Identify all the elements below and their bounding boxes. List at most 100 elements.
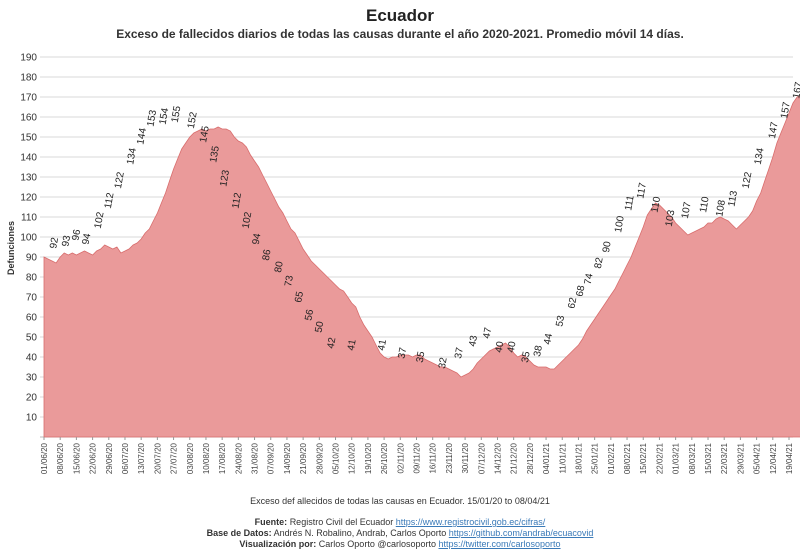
area-fill <box>43 95 800 438</box>
data-label: 62 <box>567 296 580 309</box>
x-tick-label: 16/11/20 <box>429 442 438 473</box>
data-label: 112 <box>230 191 244 209</box>
data-label: 32 <box>437 356 450 369</box>
x-tick-label: 31/08/20 <box>251 442 260 474</box>
y-tick-label: 30 <box>26 373 38 384</box>
data-label: 74 <box>583 272 596 285</box>
x-tick-label: 20/07/20 <box>153 442 162 474</box>
data-label: 96 <box>71 228 84 241</box>
x-tick-label: 17/08/20 <box>218 442 227 474</box>
y-tick-label: 70 <box>26 293 38 304</box>
data-label: 147 <box>767 121 781 140</box>
y-tick-label: 120 <box>20 193 37 204</box>
y-tick-label: 100 <box>20 233 37 244</box>
y-tick-label: 180 <box>20 73 37 84</box>
data-label: 167 <box>791 81 800 100</box>
data-label: 100 <box>613 215 627 234</box>
data-label: 56 <box>303 308 316 321</box>
y-tick-label: 140 <box>20 153 37 164</box>
y-tick-label: 190 <box>20 53 37 64</box>
x-tick-label: 12/10/20 <box>348 442 357 474</box>
x-tick-label: 12/04/21 <box>769 442 778 474</box>
x-tick-label: 07/09/20 <box>267 442 276 474</box>
viz-label: Visualización por: <box>239 539 317 549</box>
data-label: 144 <box>135 127 149 146</box>
x-tick-label: 08/03/21 <box>688 442 697 474</box>
y-tick-label: 40 <box>26 353 38 364</box>
chart-title: Ecuador <box>365 6 435 25</box>
x-tick-label: 10/08/20 <box>202 442 211 474</box>
footer-note: Exceso def allecidos de todas las causas… <box>250 496 550 506</box>
data-label: 122 <box>741 171 755 190</box>
x-tick-label: 25/01/21 <box>591 442 600 474</box>
x-tick-label: 09/11/20 <box>413 442 422 473</box>
x-tick-label: 28/12/20 <box>526 442 535 474</box>
data-label: 108 <box>714 199 728 218</box>
y-tick-label: 60 <box>26 313 38 324</box>
data-label: 35 <box>415 350 428 363</box>
data-label: 37 <box>453 346 466 359</box>
source-link[interactable]: https://www.registrocivil.gob.ec/cifras/ <box>395 517 546 527</box>
data-label: 117 <box>635 181 649 199</box>
x-tick-label: 15/03/21 <box>704 442 713 474</box>
y-tick-label: 20 <box>26 393 38 404</box>
x-tick-label: 30/11/20 <box>461 442 470 473</box>
y-axis-label: Defunciones <box>6 221 16 275</box>
y-tick-label: 10 <box>26 413 38 424</box>
x-tick-label: 26/10/20 <box>380 442 389 474</box>
data-label: 68 <box>575 284 588 297</box>
data-label: 103 <box>664 209 678 228</box>
x-tick-label: 19/10/20 <box>364 442 373 474</box>
data-label: 50 <box>313 320 326 333</box>
data-label: 152 <box>186 111 200 130</box>
chart-subtitle: Exceso de fallecidos diarios de todas la… <box>116 27 684 41</box>
data-label: 44 <box>542 332 555 345</box>
x-tick-label: 23/11/20 <box>445 442 454 473</box>
y-tick-label: 110 <box>21 213 37 224</box>
data-label: 102 <box>93 211 107 230</box>
data-label: 86 <box>261 248 274 261</box>
data-label: 102 <box>241 211 255 230</box>
source-label: Fuente: <box>254 517 288 527</box>
data-label: 123 <box>218 169 232 188</box>
x-tick-label: 29/03/21 <box>736 442 745 474</box>
y-tick-label: 80 <box>26 273 38 284</box>
data-label: 90 <box>601 240 614 253</box>
x-tick-label: 24/08/20 <box>234 442 243 474</box>
data-label: 111 <box>623 194 637 211</box>
data-label: 43 <box>467 334 480 347</box>
source-text: Registro Civil del Ecuador <box>289 517 394 527</box>
data-label: 40 <box>506 340 519 353</box>
data-label: 155 <box>170 105 184 124</box>
y-tick-label: 170 <box>20 93 37 104</box>
data-label: 73 <box>283 274 296 287</box>
data-label: 42 <box>326 336 339 349</box>
x-tick-label: 22/02/21 <box>655 442 664 474</box>
x-tick-label: 14/12/20 <box>493 442 502 474</box>
x-tick-label: 28/09/20 <box>315 442 324 474</box>
x-tick-label: 01/02/21 <box>607 442 616 474</box>
db-text: Andrés N. Robalino, Andrab, Carlos Oport… <box>273 528 447 538</box>
data-label: 135 <box>208 145 222 164</box>
data-label: 110 <box>698 195 712 213</box>
footer-source: Fuente: Registro Civil del Ecuador https… <box>0 517 800 527</box>
data-label: 38 <box>532 344 545 357</box>
x-tick-label: 04/01/21 <box>542 442 551 474</box>
data-label: 94 <box>251 232 264 245</box>
y-tick-label: 130 <box>20 173 37 184</box>
data-label: 92 <box>48 236 61 249</box>
x-tick-label: 21/09/20 <box>299 442 308 474</box>
x-tick-label: 02/11/20 <box>396 442 405 473</box>
x-tick-label: 01/03/21 <box>672 442 681 474</box>
viz-link[interactable]: https://twitter.com/carlosoporto <box>438 539 561 549</box>
data-label: 80 <box>273 260 286 273</box>
y-tick-label: 150 <box>20 133 37 144</box>
x-tick-label: 07/12/20 <box>477 442 486 474</box>
data-label: 107 <box>680 201 694 220</box>
y-tick-label: 90 <box>26 253 38 264</box>
data-label: 40 <box>494 340 507 353</box>
data-label: 134 <box>753 147 767 166</box>
db-link[interactable]: https://github.com/andrab/ecuacovid <box>448 528 594 538</box>
y-tick-label: 50 <box>26 333 38 344</box>
